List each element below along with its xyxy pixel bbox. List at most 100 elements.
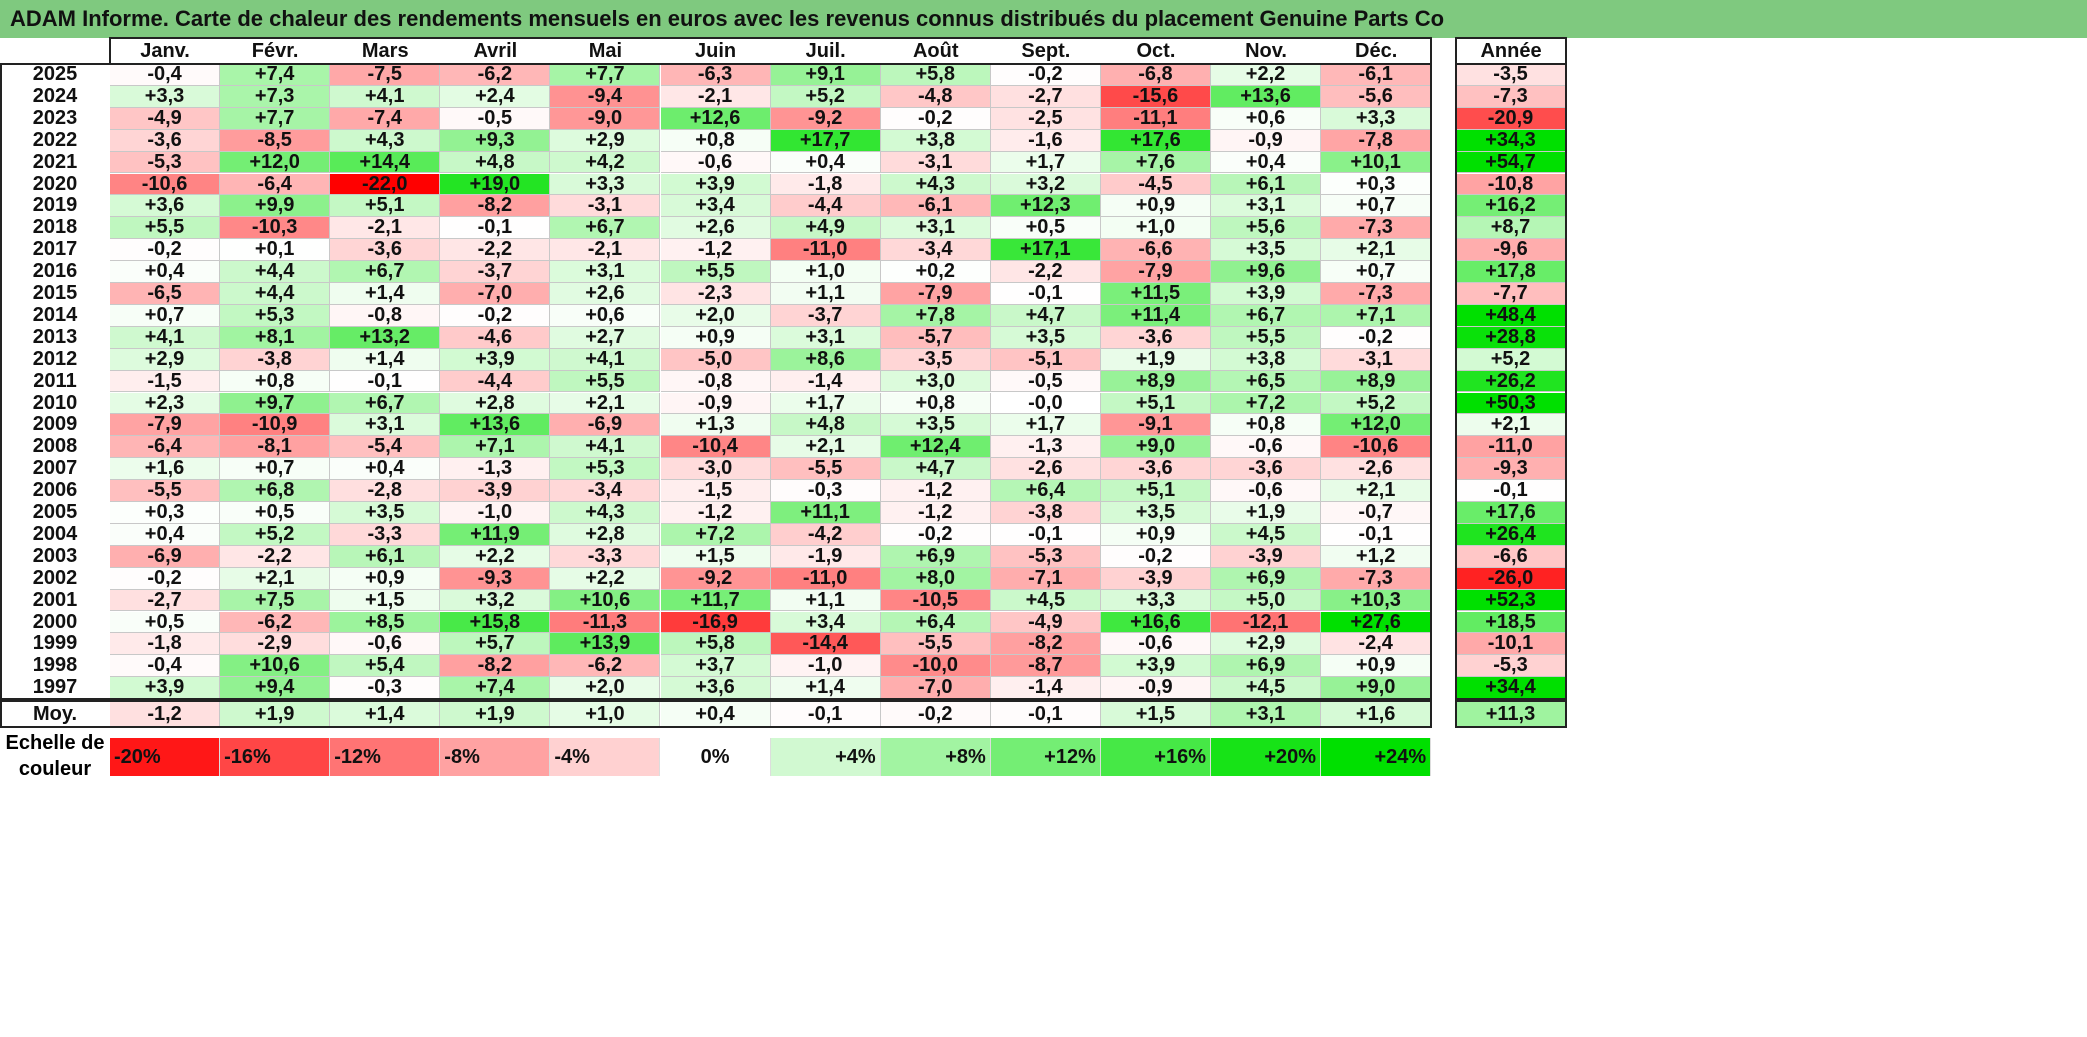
year-label: 2014 [32,304,78,326]
heatmap-cell: -2,2 [220,545,331,568]
heatmap-cell: -15,6 [1100,85,1211,108]
heatmap-cell: +0,6 [1211,107,1322,130]
heatmap-cell: -0,6 [1211,480,1322,502]
heatmap-cell: -22,0 [330,173,441,196]
heatmap-cell: -10,6 [1321,436,1432,459]
heatmap-cell: -10,9 [220,414,331,437]
heatmap-cell: +3,9 [110,677,221,700]
scale-step: +20% [1211,738,1322,776]
heatmap-cell: -3,1 [550,195,661,218]
heatmap-cell: +2,9 [550,129,661,152]
heatmap-cell: +3,5 [990,326,1101,349]
heatmap-cell: +10,6 [550,589,661,612]
heatmap-cell: -8,2 [440,195,551,218]
scale-label-line: Echelle de [5,732,105,754]
heatmap-cell: +4,9 [770,217,881,240]
heatmap-cell: +12,4 [880,436,991,459]
heatmap-cell: -1,8 [110,633,221,656]
annual-cell: +2,1 [1456,414,1566,437]
annual-cell: -9,6 [1456,239,1566,262]
heatmap-cell: +11,1 [770,502,881,524]
column-header: Avril [473,40,518,62]
heatmap-cell: +5,5 [550,370,661,393]
heatmap-cell: +2,2 [440,545,551,568]
heatmap-cell: -5,6 [1321,85,1432,108]
heatmap-cell: -3,0 [660,458,771,481]
heatmap-cell: +3,3 [550,173,661,196]
heatmap-cell: -0,0 [990,392,1101,415]
heatmap-cell: +3,3 [1100,589,1211,612]
heatmap-cell: -0,2 [880,107,991,130]
column-header: Nov. [1245,40,1287,62]
heatmap-cell: +2,1 [770,436,881,459]
heatmap-cell: -2,5 [990,107,1101,130]
heatmap-cell: +3,1 [330,414,441,437]
annual-cell: -3,5 [1456,64,1566,86]
heatmap-cell: -1,6 [990,129,1101,152]
heatmap-cell: +1,4 [330,283,441,305]
heatmap-cell: +1,5 [660,545,771,568]
heatmap-cell: +8,9 [1321,370,1432,393]
heatmap-cell: +1,1 [770,589,881,612]
heatmap-cell: -6,2 [220,611,331,634]
heatmap-cell: +0,8 [220,370,331,393]
heatmap-cell: -6,9 [550,414,661,437]
heatmap-cell: +1,7 [770,392,881,415]
column-header: Janv. [140,40,190,62]
heatmap-cell: +7,1 [1321,304,1432,327]
heatmap-cell: +13,6 [440,414,551,437]
year-label: 2025 [32,64,78,85]
annual-cell: -20,9 [1456,107,1566,130]
heatmap-cell: -2,7 [990,85,1101,108]
heatmap-cell: -0,8 [330,304,441,327]
heatmap-cell: +2,8 [440,392,551,415]
year-label: 1998 [32,655,78,677]
heatmap-cell: -1,0 [770,655,881,678]
year-label: 2011 [33,370,77,392]
heatmap-cell: -2,8 [330,480,441,502]
heatmap-cell: +3,5 [1211,239,1322,262]
heatmap-cell: +0,7 [220,458,331,481]
heatmap-cell: +2,2 [550,567,661,590]
heatmap-cell: +15,8 [440,611,551,634]
heatmap-cell: -14,4 [770,633,881,656]
annual-cell: +50,3 [1456,392,1566,415]
heatmap-cell: +3,5 [1100,502,1211,524]
heatmap-cell: -3,9 [1100,567,1211,590]
year-label: 2020 [32,173,78,195]
average-cell: -0,1 [990,701,1101,727]
scale-step: +8% [880,738,991,776]
heatmap-cell: +0,3 [1321,173,1432,196]
annual-cell: +17,6 [1456,502,1566,524]
scale-step: -4% [550,738,661,776]
heatmap-cell: +0,4 [1211,151,1322,174]
heatmap-cell: -7,9 [110,414,221,437]
annual-cell: -6,6 [1456,545,1566,568]
heatmap-cell: -2,1 [330,217,441,240]
heatmap-cell: -5,7 [880,326,991,349]
heatmap-cell: +3,5 [880,414,991,437]
heatmap-cell: -2,4 [1321,633,1432,656]
heatmap-cell: +16,6 [1100,611,1211,634]
heatmap-cell: +3,1 [770,326,881,349]
heatmap-cell: +2,6 [660,217,771,240]
heatmap-cell: +2,1 [1321,480,1432,502]
heatmap-cell: +5,5 [1211,326,1322,349]
annual-cell: +5,2 [1456,348,1566,371]
heatmap-cell: -1,2 [880,502,991,524]
heatmap-cell: -7,4 [330,107,441,130]
heatmap-cell: -9,1 [1100,414,1211,437]
heatmap-cell: -11,1 [1100,107,1211,130]
heatmap-cell: +7,3 [220,85,331,108]
heatmap-cell: -8,1 [220,436,331,459]
average-cell: -0,2 [880,701,991,727]
heatmap-cell: -4,9 [110,107,221,130]
average-cell: +1,9 [220,701,331,727]
year-label: 2015 [32,283,78,304]
scale-label-line: couleur [18,758,92,780]
heatmap-cell: +5,2 [770,85,881,108]
heatmap-cell: +2,9 [1211,633,1322,656]
heatmap-cell: -0,9 [660,392,771,415]
heatmap-cell: +2,6 [550,283,661,305]
heatmap-cell: -11,0 [770,567,881,590]
